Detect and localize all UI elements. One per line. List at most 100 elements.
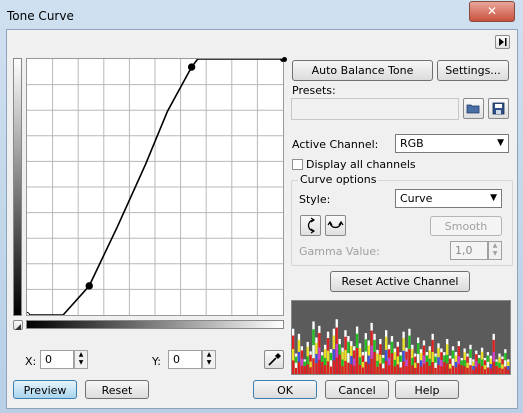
histogram-bar — [390, 362, 394, 374]
histogram-bar — [463, 366, 466, 374]
histogram-bar — [507, 369, 510, 374]
histogram-bar — [405, 366, 408, 374]
histogram-bar — [443, 367, 446, 374]
open-preset-button[interactable] — [463, 98, 484, 119]
histogram-bar — [367, 363, 370, 374]
tone-curve-line[interactable] — [27, 59, 283, 315]
reset-active-channel-button[interactable]: Reset Active Channel — [330, 271, 470, 292]
flip-vertical-icon — [307, 217, 316, 234]
curve-canvas[interactable] — [27, 59, 283, 315]
histogram-bar — [321, 367, 324, 374]
histogram-bar — [425, 367, 429, 374]
histogram-bar — [323, 365, 327, 374]
histogram-bar — [492, 361, 495, 374]
x-coordinate-spinner[interactable]: ▲ ▼ — [74, 350, 88, 369]
save-disk-icon — [492, 102, 505, 115]
auto-balance-tone-button[interactable]: Auto Balance Tone — [292, 60, 433, 81]
gamma-spinner[interactable]: ▲ ▼ — [488, 241, 502, 260]
histogram-bar — [396, 364, 399, 374]
histogram-bar — [414, 367, 417, 374]
histogram-bar — [332, 360, 335, 374]
settings-button[interactable]: Settings... — [437, 60, 509, 81]
histogram-canvas — [292, 319, 510, 374]
histogram — [291, 300, 511, 375]
y-coordinate-field[interactable]: 0 — [168, 350, 202, 369]
histogram-bar — [416, 363, 420, 374]
presets-field[interactable] — [291, 98, 459, 120]
histogram-bar — [306, 364, 309, 374]
chevron-down-icon: ▼ — [490, 193, 497, 203]
smooth-button[interactable]: Smooth — [430, 216, 502, 236]
window-title: Tone Curve — [7, 9, 74, 23]
curve-style-value: Curve — [400, 192, 433, 205]
curve-style-select[interactable]: Curve ▼ — [395, 189, 502, 208]
flip-horizontal-button[interactable] — [325, 215, 346, 236]
histogram-bar — [393, 366, 397, 374]
eyedropper-icon — [268, 353, 281, 366]
style-label: Style: — [299, 193, 331, 206]
title-bar: Tone Curve ✕ — [0, 0, 523, 30]
histogram-bar — [382, 368, 385, 374]
output-gradient-bar — [13, 58, 22, 316]
preview-button[interactable]: Preview — [13, 380, 77, 399]
reset-button[interactable]: Reset — [85, 380, 149, 399]
gamma-value-label: Gamma Value: — [299, 245, 380, 258]
histogram-bar — [428, 365, 431, 374]
curve-node[interactable] — [85, 282, 93, 290]
expand-arrow-icon — [499, 38, 507, 46]
histogram-bar — [466, 367, 469, 374]
ok-button[interactable]: OK — [253, 380, 317, 399]
histogram-bar — [303, 369, 306, 374]
histogram-bar — [344, 360, 347, 374]
histogram-bar — [358, 364, 362, 374]
y-label: Y: — [152, 355, 161, 368]
histogram-bar — [370, 358, 373, 374]
histogram-bar — [501, 368, 504, 374]
curve-graph[interactable] — [26, 58, 284, 316]
histogram-bar — [294, 367, 298, 374]
histogram-bar — [341, 366, 344, 374]
histogram-bar — [422, 363, 426, 374]
display-all-channels-checkbox[interactable] — [292, 159, 303, 170]
gamma-value-field[interactable]: 1,0 — [450, 241, 488, 260]
active-channel-label: Active Channel: — [292, 138, 379, 151]
close-button[interactable]: ✕ — [469, 1, 515, 22]
x-coordinate-field[interactable]: 0 — [40, 350, 74, 369]
display-all-channels-label[interactable]: Display all channels — [306, 158, 416, 171]
cancel-button[interactable]: Cancel — [325, 380, 389, 399]
top-right-node-marker — [282, 57, 287, 62]
active-channel-select[interactable]: RGB ▼ — [395, 134, 509, 153]
help-button[interactable]: Help — [395, 380, 459, 399]
histogram-bar — [312, 358, 315, 374]
histogram-bar — [454, 367, 458, 374]
histogram-bar — [431, 361, 434, 374]
histogram-bar — [402, 361, 405, 374]
histogram-bar — [480, 366, 484, 374]
flip-vertical-button[interactable] — [300, 215, 321, 236]
histogram-bar — [440, 366, 443, 374]
histogram-bar — [446, 363, 449, 374]
expand-button[interactable] — [495, 35, 510, 49]
histogram-bar — [451, 365, 455, 374]
histogram-bar — [326, 361, 330, 374]
curve-node[interactable] — [187, 63, 196, 71]
flip-horizontal-icon — [327, 220, 344, 229]
curve-options-title: Curve options — [298, 173, 379, 186]
histogram-bar — [355, 359, 359, 374]
histogram-bar — [475, 366, 478, 374]
histogram-bar — [419, 366, 423, 374]
histogram-bar — [373, 361, 376, 374]
histogram-bar — [350, 364, 353, 374]
save-preset-button[interactable] — [488, 98, 509, 119]
histogram-bar — [292, 360, 295, 374]
y-coordinate-spinner[interactable]: ▲ ▼ — [202, 350, 216, 369]
histogram-bar — [486, 367, 490, 374]
histogram-bar — [376, 366, 379, 374]
histogram-bar — [460, 369, 463, 374]
histogram-bar — [457, 364, 460, 374]
histogram-bar — [385, 360, 388, 374]
eyedropper-button[interactable] — [264, 350, 284, 369]
close-icon: ✕ — [486, 4, 498, 18]
curve-node[interactable] — [27, 312, 30, 316]
corner-toggle-button[interactable] — [13, 320, 23, 330]
